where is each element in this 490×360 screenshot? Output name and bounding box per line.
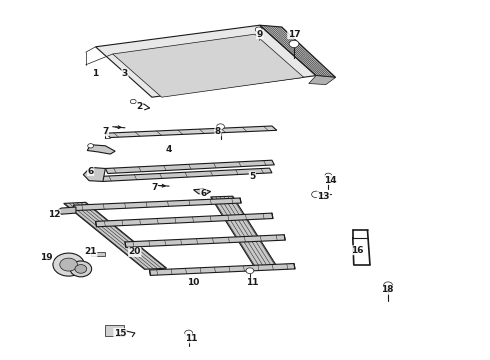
Polygon shape	[105, 126, 277, 138]
Polygon shape	[91, 252, 105, 256]
Polygon shape	[309, 76, 336, 85]
Circle shape	[70, 261, 92, 277]
Polygon shape	[56, 207, 76, 214]
Text: 11: 11	[246, 278, 259, 287]
Text: 11: 11	[185, 334, 197, 343]
Circle shape	[60, 258, 77, 271]
Circle shape	[88, 144, 94, 148]
Polygon shape	[113, 34, 304, 97]
Text: 18: 18	[381, 285, 393, 294]
Circle shape	[384, 282, 392, 288]
Text: 19: 19	[40, 253, 53, 262]
Text: 9: 9	[256, 30, 263, 39]
Text: 5: 5	[249, 172, 255, 181]
Circle shape	[289, 40, 299, 48]
Circle shape	[217, 124, 224, 130]
Circle shape	[53, 253, 84, 276]
Text: 15: 15	[114, 328, 126, 338]
Circle shape	[75, 265, 87, 273]
Text: 13: 13	[317, 192, 330, 201]
Circle shape	[312, 191, 320, 198]
Polygon shape	[87, 145, 115, 154]
Text: 14: 14	[324, 176, 337, 185]
Text: 4: 4	[166, 145, 172, 154]
Bar	[105, 325, 124, 336]
Circle shape	[130, 99, 136, 104]
Polygon shape	[96, 213, 273, 227]
Text: 7: 7	[102, 127, 109, 136]
Text: 1: 1	[93, 69, 98, 78]
Text: 8: 8	[215, 127, 221, 136]
Circle shape	[325, 173, 332, 178]
Circle shape	[185, 330, 193, 336]
Polygon shape	[260, 25, 336, 77]
Text: 21: 21	[84, 248, 97, 256]
Polygon shape	[83, 167, 105, 181]
Circle shape	[255, 27, 262, 32]
Polygon shape	[105, 160, 274, 174]
Polygon shape	[125, 235, 285, 247]
Polygon shape	[149, 264, 295, 275]
Text: 12: 12	[48, 210, 60, 219]
Text: 6: 6	[200, 189, 206, 198]
Text: 7: 7	[151, 184, 158, 193]
Polygon shape	[96, 25, 316, 97]
Polygon shape	[74, 198, 241, 211]
Polygon shape	[100, 168, 272, 181]
Text: 16: 16	[351, 246, 364, 255]
Circle shape	[246, 268, 254, 274]
Text: 2: 2	[137, 102, 143, 111]
Text: 10: 10	[187, 278, 200, 287]
Text: 17: 17	[288, 30, 300, 39]
Polygon shape	[194, 189, 211, 194]
Polygon shape	[64, 202, 167, 269]
Text: 3: 3	[122, 69, 128, 78]
Polygon shape	[211, 196, 277, 267]
Text: 6: 6	[88, 166, 94, 176]
Text: 20: 20	[128, 248, 141, 256]
